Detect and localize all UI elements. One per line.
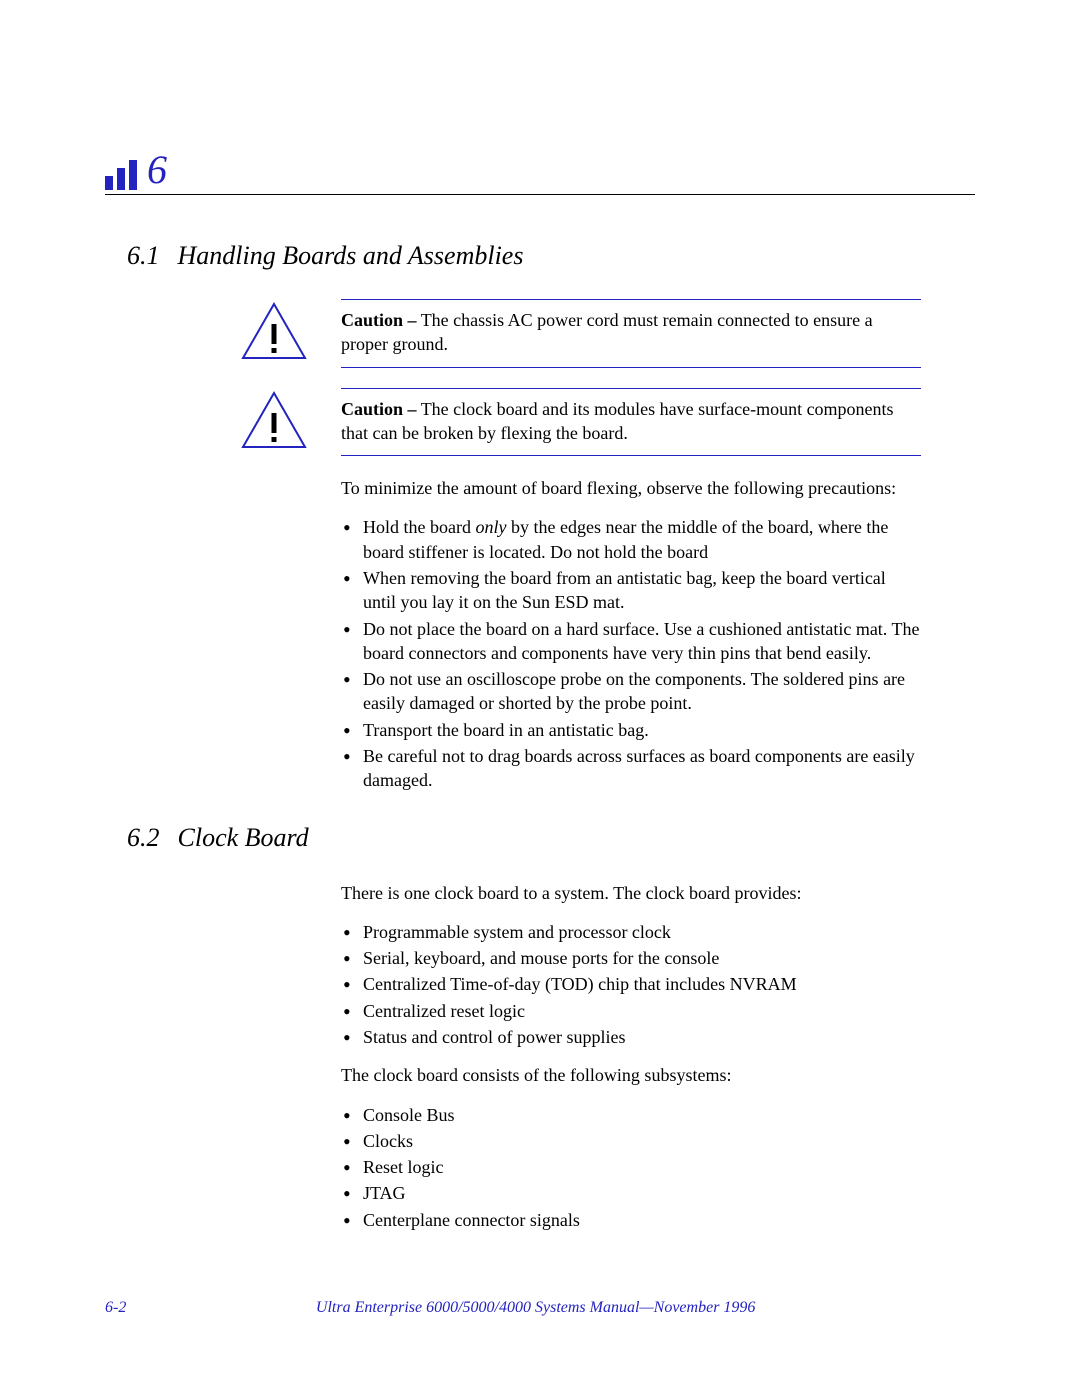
list-item: JTAG xyxy=(341,1181,921,1205)
caution-triangle-icon xyxy=(241,391,307,449)
caution-2-label: Caution – xyxy=(341,399,417,419)
chapter-number: 6 xyxy=(147,150,167,190)
list-item: Centralized reset logic xyxy=(341,999,921,1023)
list-item: Status and control of power supplies xyxy=(341,1025,921,1049)
footer-title: Ultra Enterprise 6000/5000/4000 Systems … xyxy=(316,1299,756,1317)
list-item: Do not use an oscilloscope probe on the … xyxy=(341,667,921,716)
list-item: When removing the board from an antistat… xyxy=(341,566,921,615)
list-item: Centralized Time-of-day (TOD) chip that … xyxy=(341,972,921,996)
list-item: Clocks xyxy=(341,1129,921,1153)
section-6-2-title: 6.2 Clock Board xyxy=(105,823,975,853)
caution-2-body: The clock board and its modules have sur… xyxy=(341,399,894,443)
list-item: Hold the board only by the edges near th… xyxy=(341,515,921,564)
list-item: Serial, keyboard, and mouse ports for th… xyxy=(341,946,921,970)
section-6-1-number: 6.1 xyxy=(127,241,160,270)
section-6-1-bullet-list: Hold the board only by the edges near th… xyxy=(341,515,921,792)
list-item: Reset logic xyxy=(341,1155,921,1179)
section-6-2-intro2: The clock board consists of the followin… xyxy=(341,1063,921,1088)
section-6-2-heading: Clock Board xyxy=(178,823,309,852)
list-item: Console Bus xyxy=(341,1103,921,1127)
list-item: Programmable system and processor clock xyxy=(341,920,921,944)
section-6-1-title: 6.1 Handling Boards and Assemblies xyxy=(105,241,975,271)
caution-2-text: Caution – The clock board and its module… xyxy=(341,397,921,446)
section-6-2-bullet-list-1: Programmable system and processor clockS… xyxy=(341,920,921,1049)
footer-page-number: 6-2 xyxy=(105,1299,126,1317)
list-item: Transport the board in an antistatic bag… xyxy=(341,718,921,742)
section-6-1-intro: To minimize the amount of board flexing,… xyxy=(341,476,921,501)
caution-triangle-icon xyxy=(241,302,307,360)
caution-block-1: Caution – The chassis AC power cord must… xyxy=(341,299,921,368)
section-6-1-heading: Handling Boards and Assemblies xyxy=(178,241,524,270)
chapter-bars-icon xyxy=(105,160,137,190)
chapter-header: 6 xyxy=(105,150,975,195)
page-footer: 6-2 Ultra Enterprise 6000/5000/4000 Syst… xyxy=(105,1299,975,1317)
list-item: Centerplane connector signals xyxy=(341,1208,921,1232)
list-item: Do not place the board on a hard surface… xyxy=(341,617,921,666)
caution-1-body: The chassis AC power cord must remain co… xyxy=(341,310,873,354)
section-6-1-body: Caution – The chassis AC power cord must… xyxy=(341,299,921,793)
caution-block-2: Caution – The clock board and its module… xyxy=(341,388,921,457)
caution-1-text: Caution – The chassis AC power cord must… xyxy=(341,308,921,357)
section-6-2-intro1: There is one clock board to a system. Th… xyxy=(341,881,921,906)
section-6-2-number: 6.2 xyxy=(127,823,160,852)
caution-1-label: Caution – xyxy=(341,310,417,330)
section-6-2-bullet-list-2: Console BusClocksReset logicJTAG Centerpl… xyxy=(341,1103,921,1232)
list-item: Be careful not to drag boards across sur… xyxy=(341,744,921,793)
section-6-2-body: There is one clock board to a system. Th… xyxy=(341,881,921,1232)
